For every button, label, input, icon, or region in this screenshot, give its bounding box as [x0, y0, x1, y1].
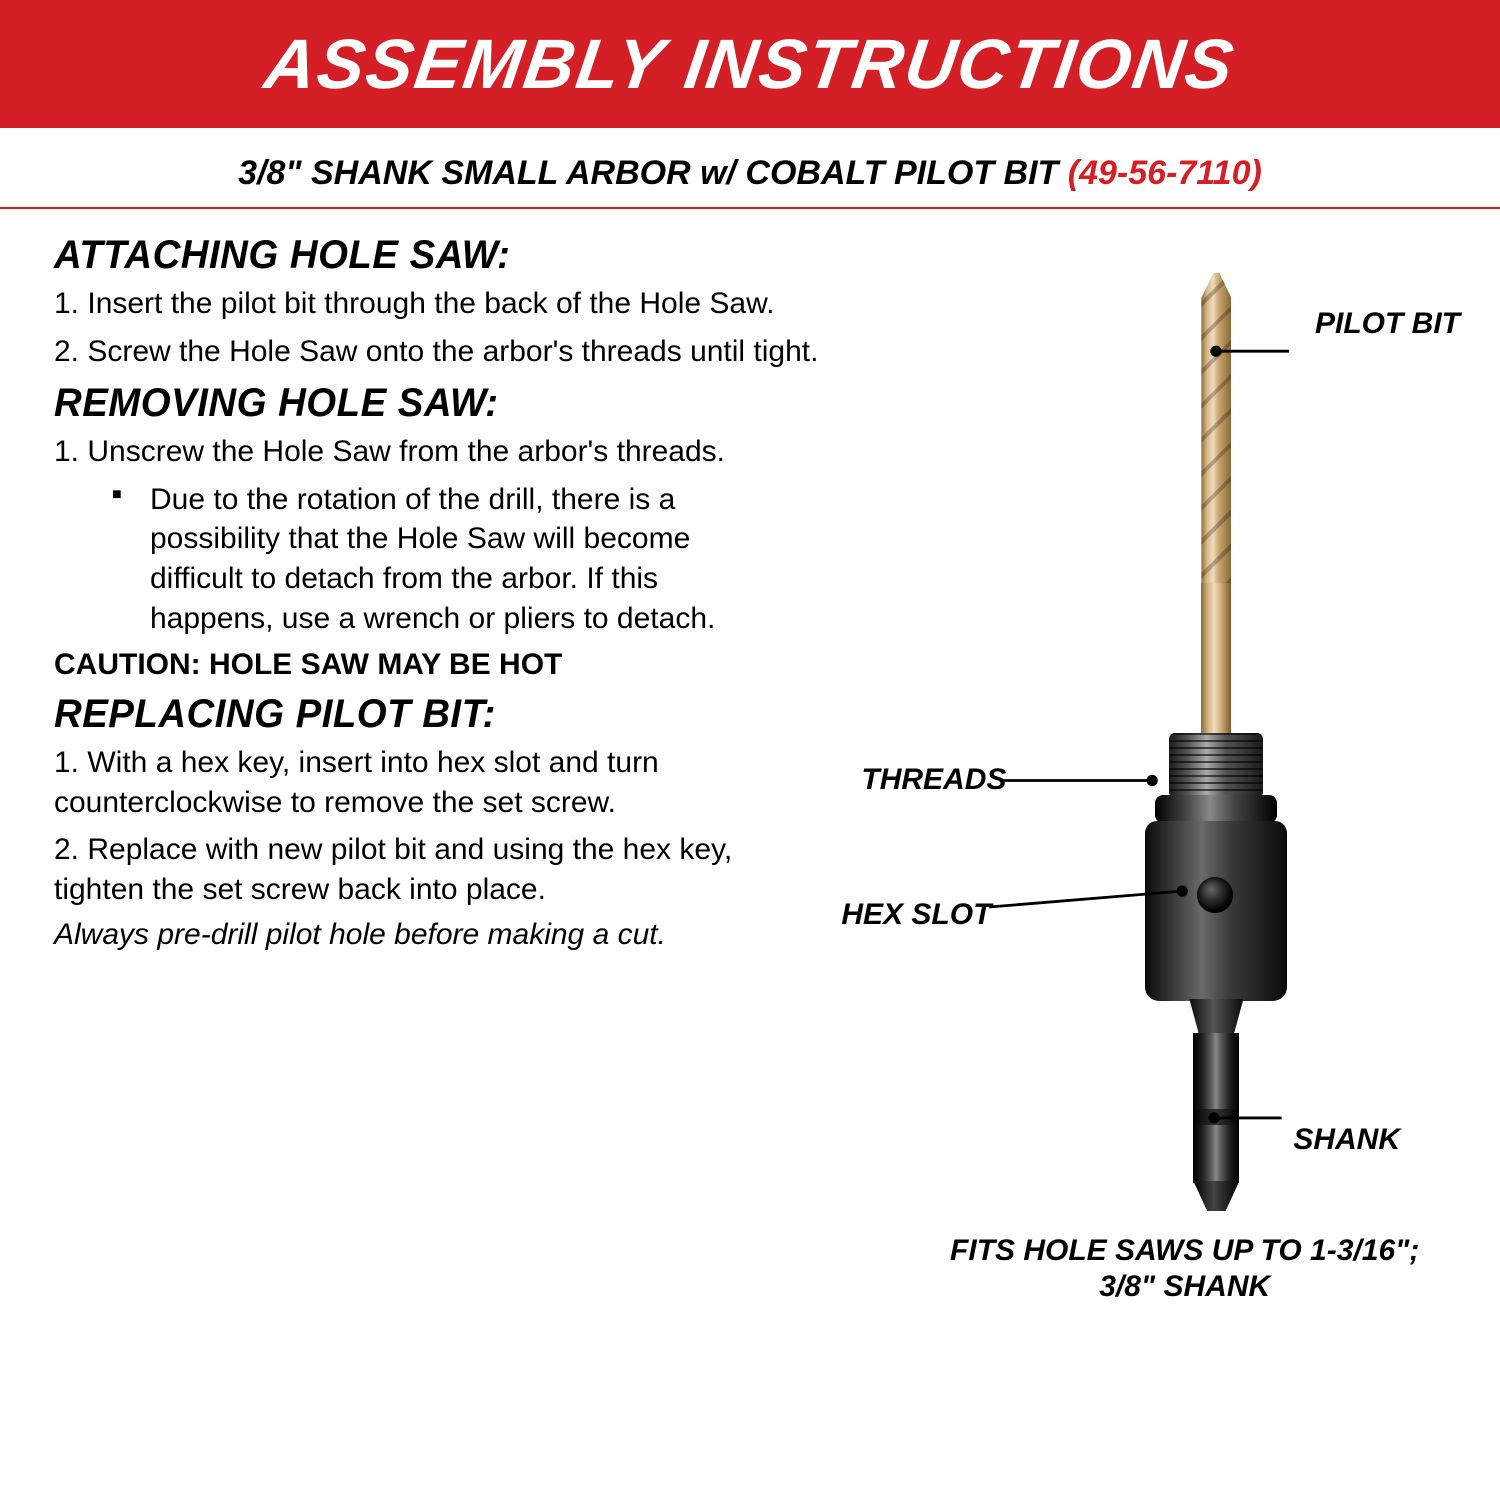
product-name: 3/8" SHANK SMALL ARBOR w/ COBALT PILOT B…: [238, 154, 1068, 192]
caption-line-2: 3/8" SHANK: [1099, 1270, 1270, 1303]
label-threads: THREADS: [861, 763, 1006, 797]
list-item: 1. Unscrew the Hole Saw from the arbor's…: [54, 432, 821, 472]
diagram: PILOT BIT THREADS HEX SLOT SHANK FITS HO…: [841, 233, 1460, 1313]
subtitle-row: 3/8" SHANK SMALL ARBOR w/ COBALT PILOT B…: [0, 128, 1500, 209]
replacing-steps: 1. With a hex key, insert into hex slot …: [54, 743, 821, 909]
neck-shape: [1189, 999, 1243, 1035]
list-item: 1. With a hex key, insert into hex slot …: [54, 743, 774, 822]
attaching-steps: 1. Insert the pilot bit through the back…: [54, 284, 821, 371]
content: ATTACHING HOLE SAW: 1. Insert the pilot …: [0, 209, 1500, 1333]
product-illustration: [1141, 273, 1291, 1213]
label-shank: SHANK: [1293, 1123, 1400, 1157]
label-hex-slot: HEX SLOT: [841, 898, 991, 932]
removing-steps: 1. Unscrew the Hole Saw from the arbor's…: [54, 432, 821, 472]
removing-bullets: Due to the rotation of the drill, there …: [112, 480, 821, 638]
list-item: 2. Replace with new pilot bit and using …: [54, 830, 794, 909]
instructions: ATTACHING HOLE SAW: 1. Insert the pilot …: [54, 233, 841, 1313]
note-text: Always pre-drill pilot hole before makin…: [54, 918, 821, 952]
pilot-bit-shaft: [1201, 583, 1231, 733]
caption-line-1: FITS HOLE SAWS UP TO 1-3/16";: [950, 1234, 1419, 1267]
collar-shape: [1155, 795, 1277, 823]
label-pilot-bit: PILOT BIT: [1315, 307, 1460, 341]
list-item: 2. Screw the Hole Saw onto the arbor's t…: [54, 332, 821, 372]
list-item: Due to the rotation of the drill, there …: [112, 480, 752, 638]
list-item: 1. Insert the pilot bit through the back…: [54, 284, 821, 324]
shank-shape: [1193, 1033, 1239, 1183]
page-title: ASSEMBLY INSTRUCTIONS: [0, 24, 1500, 104]
banner: ASSEMBLY INSTRUCTIONS: [0, 0, 1500, 128]
diagram-caption: FITS HOLE SAWS UP TO 1-3/16"; 3/8" SHANK: [909, 1233, 1460, 1305]
pilot-bit-flute: [1201, 273, 1231, 583]
heading-removing: REMOVING HOLE SAW:: [54, 381, 791, 426]
part-number: (49-56-7110): [1068, 154, 1262, 192]
heading-replacing: REPLACING PILOT BIT:: [54, 692, 791, 737]
caution-text: CAUTION: HOLE SAW MAY BE HOT: [54, 648, 821, 682]
shank-groove: [1193, 1109, 1239, 1125]
threads-lines: [1169, 733, 1263, 795]
shank-tip: [1193, 1181, 1239, 1211]
heading-attaching: ATTACHING HOLE SAW:: [54, 233, 791, 278]
